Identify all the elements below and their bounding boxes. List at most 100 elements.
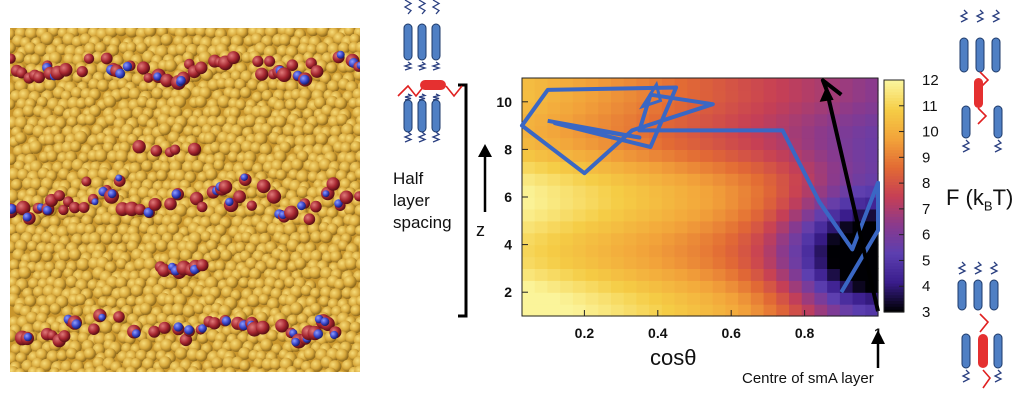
mesogen-rod [961,333,971,369]
tail-atom [13,51,25,64]
tail-atom [84,114,96,126]
tail-atom [235,99,247,111]
alkyl-tail [957,261,967,275]
heatmap-cell [852,280,866,293]
heatmap-cell [611,256,625,269]
heatmap-cell [598,304,612,317]
nitrogen-atom [171,189,182,199]
tail-atom [330,250,343,263]
heatmap-cell [649,304,663,317]
heatmap-cell [725,244,739,258]
colorbar-segment [884,251,904,255]
mesogen-rod [957,279,967,311]
tail-atom [234,78,247,91]
tail-atom [286,366,298,372]
heatmap-cell [598,208,612,222]
headgroup-atom [143,72,154,83]
colorbar-segment [884,222,904,226]
centre-arrow [871,330,885,368]
heatmap-cell [687,197,701,210]
heatmap-cell [560,78,574,91]
tail-atom [14,132,27,144]
heatmap-cell [572,173,587,186]
tail-atom [83,347,96,360]
tail-atom [296,186,309,199]
colorbar-segment [884,271,904,275]
heatmap-cell [585,244,599,258]
heatmap-cell [750,280,765,293]
heatmap-cell [585,185,599,198]
colorbar [883,79,905,313]
tail-atom [137,186,151,200]
nitrogen-atom [322,190,330,198]
colorbar-segment [884,161,904,165]
tail-atom [355,295,360,307]
heatmap-cell [572,268,587,281]
heatmap-cell [534,208,549,222]
tail-atom [104,348,117,360]
tail-atom [97,79,110,92]
mesogen-rod [431,23,441,61]
tail-atom [115,149,129,163]
heatmap-cell [738,173,752,186]
tail-atom [355,150,360,163]
heatmap-cell [763,173,777,186]
heatmap-cell [585,208,599,222]
nitrogen-atom [313,329,324,339]
tail-atom [318,206,330,219]
tail-atom [139,338,153,352]
nitrogen-atom [184,325,194,335]
alkyl-tail [991,9,1001,23]
heatmap-cell [789,185,803,198]
heatmap-cell [839,101,854,115]
heatmap-cell [738,101,752,115]
x-axis-title: cosθ [650,345,697,370]
heatmap-cell [738,89,752,103]
headgroup-atom [354,191,360,202]
tail-atom [318,158,332,172]
tail-atom [224,77,237,90]
alkyl-tail [417,0,427,15]
nitrogen-atom [143,207,154,218]
heatmap-cell [738,280,752,293]
tail-atom [296,313,309,325]
heatmap-cell [560,256,574,269]
tail-atom [313,96,327,109]
heatmap-cell [572,304,587,317]
heatmap-cell [687,280,701,293]
heatmap-cell [763,220,777,234]
heatmap-cell [522,137,536,150]
heatmap-cell [547,304,561,317]
tail-atom [165,277,178,290]
heatmap-cell [636,220,650,234]
heatmap-cell [522,161,536,174]
heatmap-cell [534,173,549,186]
tail-atom [105,296,118,309]
heatmap-cell [852,173,866,186]
heatmap-cell [763,101,777,115]
tail-atom [30,178,43,191]
colorbar-tick-label: 6 [922,227,930,244]
tail-atom [14,368,26,372]
heatmap-cell [534,125,549,139]
heatmap-cell [623,173,638,186]
heatmap-cell [827,197,841,210]
headgroup-atom [310,65,324,78]
colorbar-segment [884,204,904,209]
colorbar-segment [884,94,904,98]
headgroup-atom [179,333,193,347]
tail-atom [125,28,139,38]
tail-atom [89,105,102,117]
tail-atom [319,230,333,244]
tail-atom [211,356,224,369]
tail-atom [352,106,360,120]
tail-atom [100,232,114,245]
heatmap-cell [725,173,739,186]
colorbar-segment [884,120,904,125]
tail-atom [216,115,227,127]
heatmap-cell [534,197,549,210]
tail-atom [355,97,360,109]
heatmap-cell [776,78,790,91]
tail-atom [229,338,243,352]
heatmap-cell [725,232,739,246]
